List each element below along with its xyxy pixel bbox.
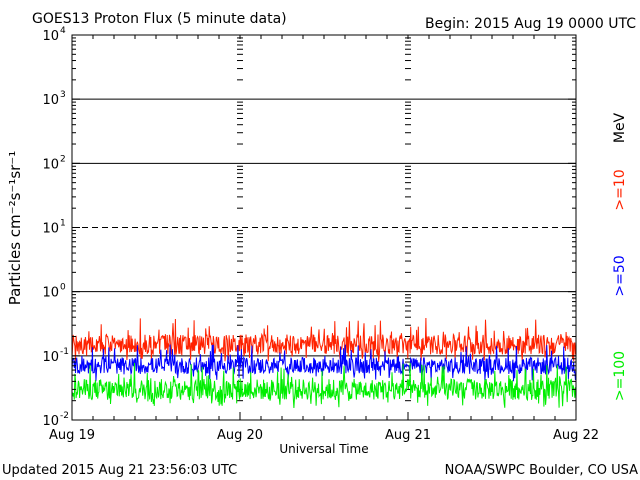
y-tick-exp: 2 [60,154,66,164]
series-line-3 [71,362,577,409]
credit-text: NOAA/SWPC Boulder, CO USA [445,463,638,478]
y-tick-exp: 3 [60,90,66,100]
y-tick-base: 10 [42,286,59,301]
y-tick-exp: 4 [60,26,66,36]
y-tick-label: 10 2 [42,154,65,172]
x-tick-label: Aug 19 [49,428,95,443]
y-tick-exp: 0 [60,283,66,293]
y-tick-label: 10 -2 [42,411,69,429]
y-tick-label: 10 1 [42,219,65,237]
y-tick-base: 10 [42,29,59,44]
y-tick-label: 10 4 [42,26,66,44]
y-tick-base: 10 [42,350,59,365]
legend-entry-2: >=50 [612,255,628,296]
y-tick-base: 10 [42,93,59,108]
y-tick-exp: -1 [60,347,69,357]
x-tick-label: Aug 22 [553,428,599,443]
y-axis-label: Particles cm⁻²s⁻¹sr⁻¹ [6,151,24,305]
updated-time: Updated 2015 Aug 21 23:56:03 UTC [2,463,237,478]
y-tick-base: 10 [42,414,59,429]
legend: MeV >=10 >=50 >=100 [612,112,628,401]
y-tick-label: 10 0 [42,283,66,301]
legend-entry-3: >=100 [612,351,628,401]
y-tick-exp: -2 [60,411,69,421]
y-tick-exp: 1 [60,219,66,229]
y-tick-base: 10 [42,222,59,237]
y-tick-label: 10 -1 [42,347,69,365]
x-axis-label: Universal Time [279,442,368,456]
data-series [71,317,577,409]
x-tick-label: Aug 20 [217,428,263,443]
series-line-1 [71,317,577,363]
x-tick-label: Aug 21 [385,428,431,443]
legend-unit: MeV [612,112,628,143]
chart-title: GOES13 Proton Flux (5 minute data) [32,11,287,27]
legend-entry-1: >=10 [612,169,628,210]
begin-time: Begin: 2015 Aug 19 0000 UTC [425,16,636,32]
y-tick-label: 10 3 [42,90,65,108]
y-tick-base: 10 [42,157,59,172]
series-line-2 [71,344,577,382]
